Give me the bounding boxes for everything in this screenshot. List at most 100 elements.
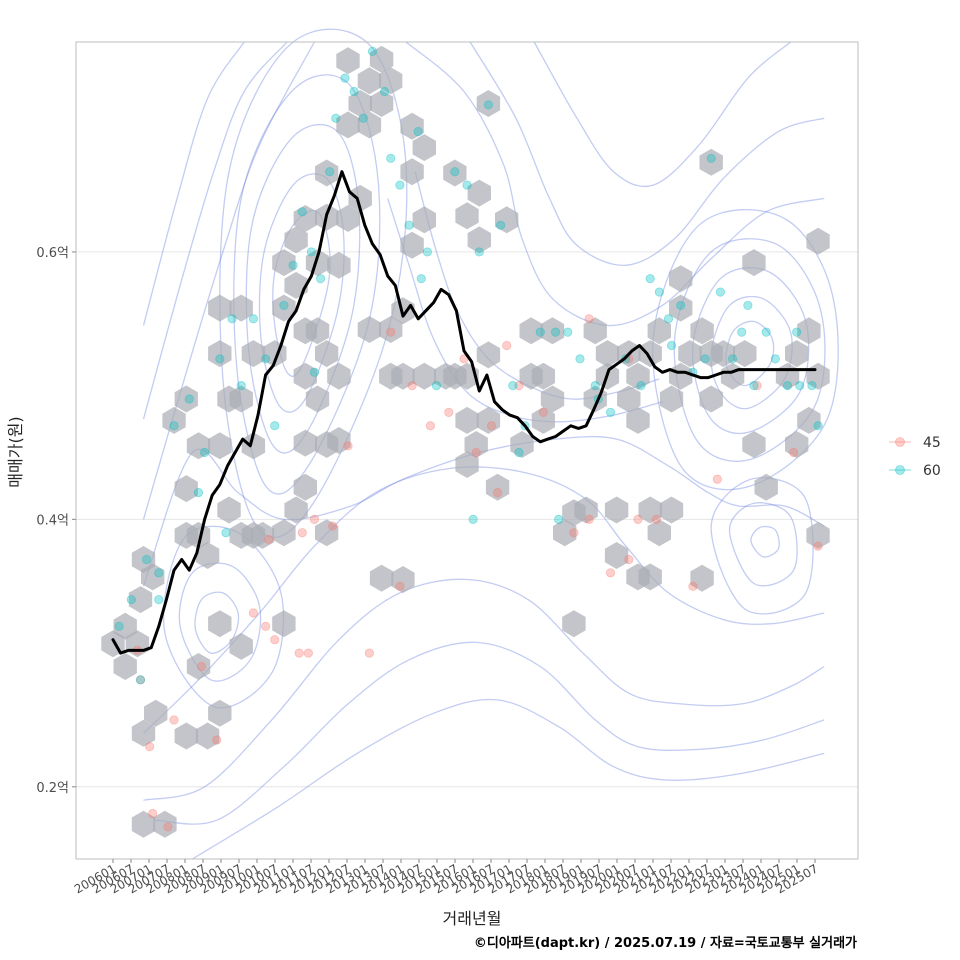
hexbin-cell <box>476 341 501 369</box>
legend-key-point <box>895 465 905 475</box>
hexbin-cell <box>293 362 317 390</box>
hexbin-cell <box>305 249 330 277</box>
scatter-point <box>813 541 823 551</box>
scatter-point <box>221 528 231 538</box>
legend: 45 60 <box>889 435 941 479</box>
hexbin-cell <box>647 519 671 547</box>
density-contour <box>219 28 408 539</box>
scatter-point <box>492 488 503 498</box>
hexbin-cell <box>467 179 491 207</box>
hexbin-cell <box>195 542 220 569</box>
hexbin-cell <box>495 206 519 234</box>
hexbin-cell <box>455 451 479 478</box>
hexbin-cell <box>412 362 436 390</box>
scatter-point <box>496 220 506 230</box>
scatter-point <box>297 207 307 217</box>
scatter-point <box>715 287 725 297</box>
hexbin-cell <box>562 610 586 638</box>
scatter-point <box>126 594 136 605</box>
scatter-point <box>425 421 436 431</box>
scatter-point <box>367 46 378 56</box>
density-contour <box>728 502 798 587</box>
price-trend-line <box>111 170 817 655</box>
scatter-point <box>315 274 326 284</box>
density-contour <box>405 41 825 327</box>
density-contour <box>710 477 814 615</box>
scatter-point <box>248 314 258 324</box>
scatter-point <box>554 514 564 524</box>
scatter-point <box>483 100 494 110</box>
scatter-point <box>386 327 396 337</box>
scatter-point <box>792 327 802 337</box>
hexbin-cell <box>131 719 156 747</box>
hexbin-cell <box>678 340 702 368</box>
hexbin-cell <box>379 316 403 343</box>
hexbin-cell <box>626 362 650 390</box>
hexbin-cell <box>186 653 211 680</box>
density-contour <box>155 641 825 825</box>
hexbin-cell <box>626 406 650 434</box>
hexbin-cell <box>336 47 360 75</box>
scatter-point <box>535 327 545 337</box>
scatter-point <box>114 621 124 631</box>
scatter-point <box>590 381 600 391</box>
hexbin-cell <box>293 473 317 501</box>
hexbin-cell <box>113 653 137 680</box>
density-contour <box>143 578 825 801</box>
scatter-point <box>343 441 353 451</box>
density-contour <box>533 41 792 188</box>
scatter-point <box>676 300 686 311</box>
hexbin-cell <box>153 810 177 838</box>
scatter-point <box>358 113 368 123</box>
hexbin-cell <box>669 294 693 322</box>
scatter-point <box>508 381 518 391</box>
hexbin-cell <box>369 90 394 117</box>
scatter-point <box>605 568 616 578</box>
hexbin-cell <box>806 227 830 255</box>
scatter-point <box>309 514 320 524</box>
hexbin-cell <box>669 362 693 390</box>
scatter-point <box>395 180 405 190</box>
hexbin-cell <box>195 722 220 750</box>
hexbin-cell <box>250 521 275 549</box>
scatter-point <box>706 153 716 163</box>
hexbin-cell <box>348 90 372 117</box>
scatter-point <box>444 407 454 417</box>
hexbin-cell <box>595 340 620 368</box>
hexbin-cell <box>412 206 436 234</box>
hexbin-cell <box>272 249 296 277</box>
hexbin-cell <box>305 385 330 413</box>
scatter-point <box>261 354 271 364</box>
hexbin-cell <box>272 294 296 322</box>
hexbin-cell <box>412 134 436 162</box>
y-axis-title: 매매가(원) <box>6 416 25 487</box>
scatter-point <box>624 554 634 565</box>
hexbin-cell <box>272 519 296 547</box>
hexbin-cell <box>510 431 534 458</box>
hexbin-cell <box>638 496 662 524</box>
caption: ©디아파트(dapt.kr) / 2025.07.19 / 자료=국토교통부 실… <box>474 935 857 951</box>
scatter-point <box>789 447 799 458</box>
hexbin-cell <box>208 610 232 638</box>
legend-key-point <box>895 437 905 447</box>
scatter-point <box>474 247 484 257</box>
scatter-point <box>135 675 146 685</box>
hexbin-cell <box>315 340 339 368</box>
scatter-point <box>328 521 338 531</box>
hexbin-cell <box>315 159 339 187</box>
hexbin-cell <box>690 317 714 345</box>
scatter-point <box>270 421 280 431</box>
scatter-point <box>584 514 594 524</box>
hexbin-cell <box>604 496 629 524</box>
hexbin-cell <box>553 519 577 547</box>
hexbin-cell <box>208 294 232 322</box>
scatter-point <box>248 608 258 618</box>
hexbin-cell <box>141 563 165 591</box>
scatter-point <box>584 314 594 324</box>
scatter-point <box>502 340 512 351</box>
hexbin-cell <box>476 406 501 434</box>
hexbin-cell <box>455 202 479 230</box>
scatter-point <box>645 274 655 284</box>
hexbin-cell <box>241 340 266 368</box>
